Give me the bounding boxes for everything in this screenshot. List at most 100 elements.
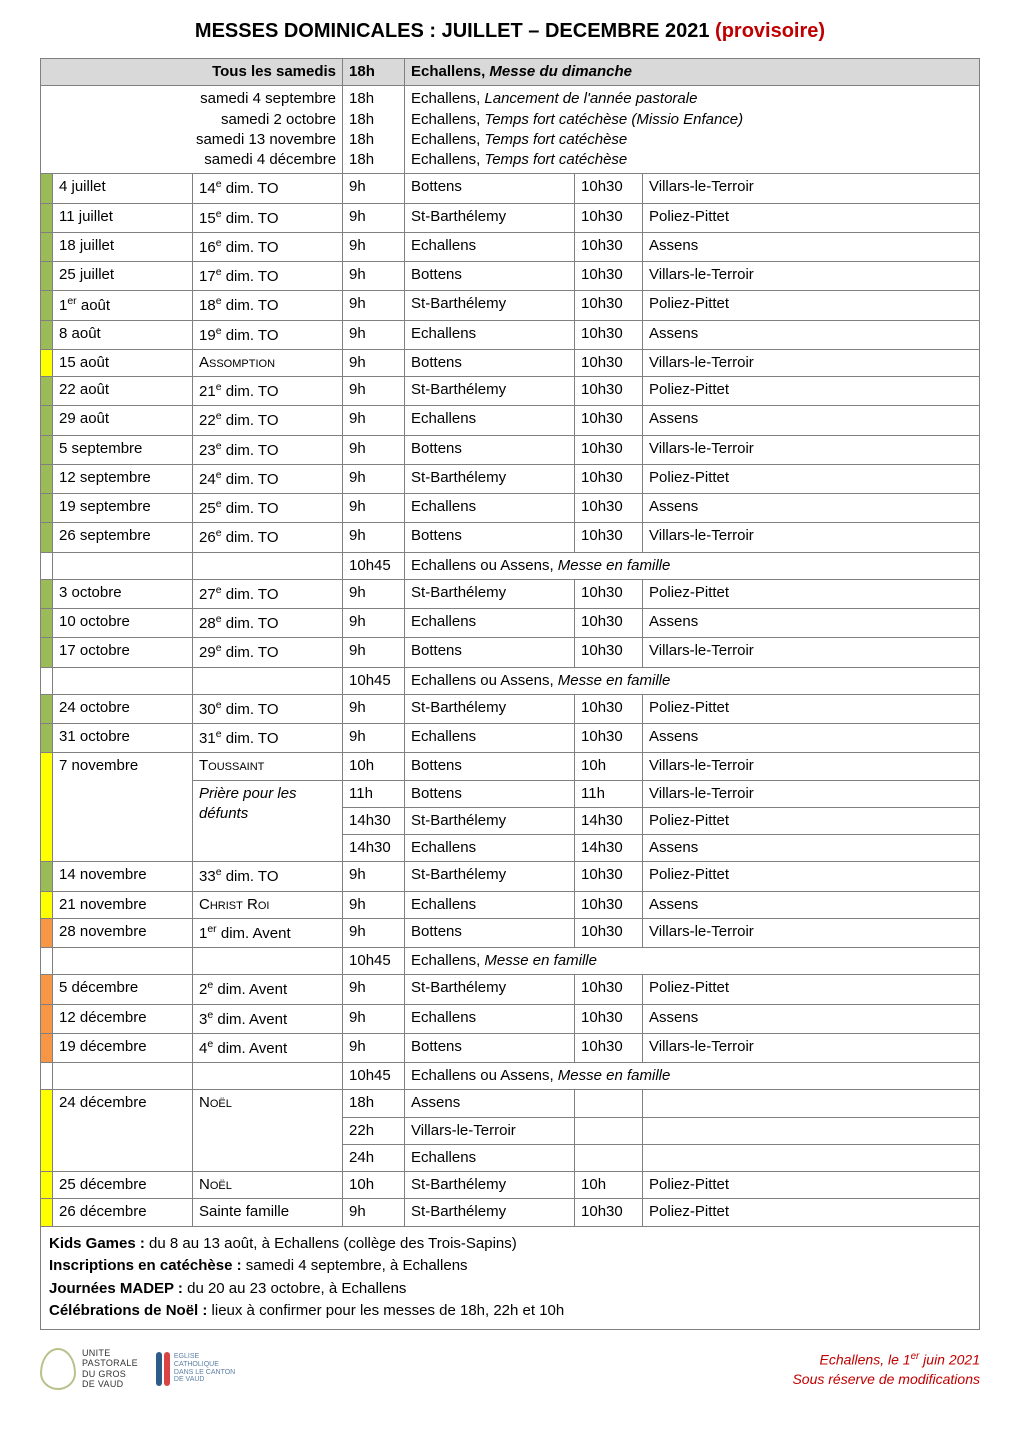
loc2-cell: Poliez-Pittet	[643, 291, 980, 320]
liturgy-cell: 16e dim. TO	[193, 232, 343, 261]
loc1-cell: Bottens	[405, 1033, 575, 1062]
time2-cell: 10h30	[575, 464, 643, 493]
special-dates-row: samedi 4 septembresamedi 2 octobresamedi…	[41, 86, 980, 174]
time2-cell: 10h30	[575, 609, 643, 638]
loc1-cell: St-Barthélemy	[405, 291, 575, 320]
time1-cell: 9h	[343, 203, 405, 232]
stripe	[41, 1033, 53, 1062]
loc2-cell: Villars-le-Terroir	[643, 174, 980, 203]
time2-cell: 10h30	[575, 203, 643, 232]
schedule-row: 29 août22e dim. TO9hEchallens10h30Assens	[41, 406, 980, 435]
date-cell: 26 décembre	[53, 1199, 193, 1226]
time1-cell: 22h	[343, 1117, 405, 1144]
schedule-row: 10 octobre28e dim. TO9hEchallens10h30Ass…	[41, 609, 980, 638]
stripe	[41, 262, 53, 291]
logo-unite-pastorale: UNITEPASTORALEDU GROSDE VAUD	[40, 1348, 138, 1390]
time2-cell: 10h30	[575, 579, 643, 608]
stripe	[41, 891, 53, 918]
time2-cell: 10h30	[575, 862, 643, 891]
schedule-row: 5 septembre23e dim. TO9hBottens10h30Vill…	[41, 435, 980, 464]
loc1-cell: Echallens	[405, 494, 575, 523]
time1-cell: 9h	[343, 638, 405, 667]
schedule-row: 11 juillet15e dim. TO9hSt-Barthélemy10h3…	[41, 203, 980, 232]
stripe	[41, 406, 53, 435]
logo-up-icon	[40, 1348, 76, 1390]
time2-cell: 14h30	[575, 835, 643, 862]
schedule-row: 5 décembre2e dim. Avent9hSt-Barthélemy10…	[41, 975, 980, 1004]
date-cell: 17 octobre	[53, 638, 193, 667]
time1-cell: 10h	[343, 753, 405, 780]
loc1-cell: St-Barthélemy	[405, 975, 575, 1004]
schedule-row: 7 novembreToussaint10hBottens10hVillars-…	[41, 753, 980, 780]
famille-time: 10h45	[343, 552, 405, 579]
loc2-cell: Poliez-Pittet	[643, 862, 980, 891]
famille-time: 10h45	[343, 948, 405, 975]
loc2-cell: Assens	[643, 1004, 980, 1033]
schedule-row: 22 août21e dim. TO9hSt-Barthélemy10h30Po…	[41, 377, 980, 406]
liturgy-cell: Noël	[193, 1172, 343, 1199]
time2-cell: 10h30	[575, 694, 643, 723]
loc1-cell: Bottens	[405, 523, 575, 552]
time1-cell: 9h	[343, 406, 405, 435]
schedule-row: 26 décembreSainte famille9hSt-Barthélemy…	[41, 1199, 980, 1226]
liturgy-cell: Prière pour les défunts	[193, 780, 343, 862]
loc2-cell: Assens	[643, 320, 980, 349]
stripe	[41, 232, 53, 261]
time2-cell: 10h30	[575, 494, 643, 523]
liturgy-cell: Assomption	[193, 349, 343, 376]
loc1-cell: Echallens	[405, 406, 575, 435]
schedule-row: 25 décembreNoël10hSt-Barthélemy10hPoliez…	[41, 1172, 980, 1199]
loc2-cell: Assens	[643, 724, 980, 753]
loc2-cell: Poliez-Pittet	[643, 203, 980, 232]
stripe	[41, 377, 53, 406]
liturgy-cell: 17e dim. TO	[193, 262, 343, 291]
time2-cell	[575, 1144, 643, 1171]
time1-cell: 9h	[343, 1199, 405, 1226]
liturgy-cell: Noël	[193, 1090, 343, 1172]
time1-cell: 9h	[343, 862, 405, 891]
loc2-cell: Villars-le-Terroir	[643, 262, 980, 291]
loc1-cell: St-Barthélemy	[405, 203, 575, 232]
date-cell: 5 décembre	[53, 975, 193, 1004]
time2-cell: 10h30	[575, 918, 643, 947]
loc2-cell: Poliez-Pittet	[643, 1172, 980, 1199]
loc2-cell: Poliez-Pittet	[643, 579, 980, 608]
loc1-cell: Bottens	[405, 349, 575, 376]
liturgy-cell: Toussaint	[193, 753, 343, 780]
loc1-cell: St-Barthélemy	[405, 1172, 575, 1199]
schedule-row: 8 août19e dim. TO9hEchallens10h30Assens	[41, 320, 980, 349]
title-main: MESSES DOMINICALES : JUILLET – DECEMBRE …	[195, 20, 715, 42]
loc2-cell: Villars-le-Terroir	[643, 918, 980, 947]
date-cell: 31 octobre	[53, 724, 193, 753]
time1-cell: 9h	[343, 349, 405, 376]
stripe	[41, 523, 53, 552]
loc2-cell: Villars-le-Terroir	[643, 435, 980, 464]
loc2-cell	[643, 1144, 980, 1171]
liturgy-cell: 23e dim. TO	[193, 435, 343, 464]
time1-cell: 9h	[343, 891, 405, 918]
time1-cell: 9h	[343, 523, 405, 552]
time2-cell: 10h30	[575, 291, 643, 320]
loc1-cell: Echallens	[405, 320, 575, 349]
stripe	[41, 609, 53, 638]
loc1-cell: Villars-le-Terroir	[405, 1117, 575, 1144]
page-footer: UNITEPASTORALEDU GROSDE VAUD EGLISECATHO…	[40, 1348, 980, 1390]
time2-cell: 10h30	[575, 891, 643, 918]
schedule-row: 21 novembreChrist Roi9hEchallens10h30Ass…	[41, 891, 980, 918]
time1-cell: 9h	[343, 918, 405, 947]
loc2-cell: Assens	[643, 891, 980, 918]
loc2-cell: Assens	[643, 232, 980, 261]
loc2-cell: Assens	[643, 609, 980, 638]
special-dates-left: samedi 4 septembresamedi 2 octobresamedi…	[41, 86, 343, 174]
schedule-row: 25 juillet17e dim. TO9hBottens10h30Villa…	[41, 262, 980, 291]
time2-cell: 10h30	[575, 320, 643, 349]
schedule-row: 12 décembre3e dim. Avent9hEchallens10h30…	[41, 1004, 980, 1033]
time1-cell: 9h	[343, 609, 405, 638]
loc1-cell: Bottens	[405, 638, 575, 667]
date-cell: 15 août	[53, 349, 193, 376]
liturgy-cell: 2e dim. Avent	[193, 975, 343, 1004]
loc2-cell: Poliez-Pittet	[643, 975, 980, 1004]
liturgy-cell: 25e dim. TO	[193, 494, 343, 523]
loc1-cell: St-Barthélemy	[405, 1199, 575, 1226]
special-dates-descs: Echallens, Lancement de l'année pastoral…	[405, 86, 980, 174]
